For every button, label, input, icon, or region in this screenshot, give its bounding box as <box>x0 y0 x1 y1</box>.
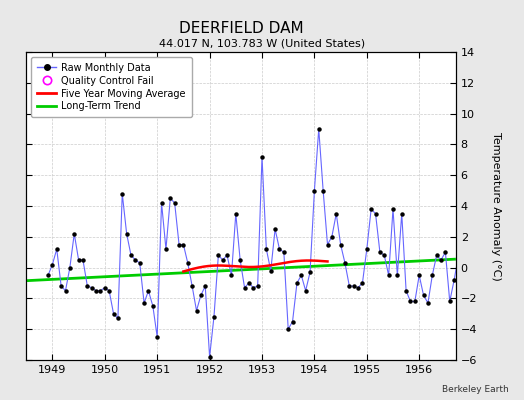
Text: 44.017 N, 103.783 W (United States): 44.017 N, 103.783 W (United States) <box>159 38 365 48</box>
Text: Berkeley Earth: Berkeley Earth <box>442 385 508 394</box>
Title: DEERFIELD DAM: DEERFIELD DAM <box>179 20 303 36</box>
Legend: Raw Monthly Data, Quality Control Fail, Five Year Moving Average, Long-Term Tren: Raw Monthly Data, Quality Control Fail, … <box>31 57 192 117</box>
Y-axis label: Temperature Anomaly (°C): Temperature Anomaly (°C) <box>491 132 501 280</box>
